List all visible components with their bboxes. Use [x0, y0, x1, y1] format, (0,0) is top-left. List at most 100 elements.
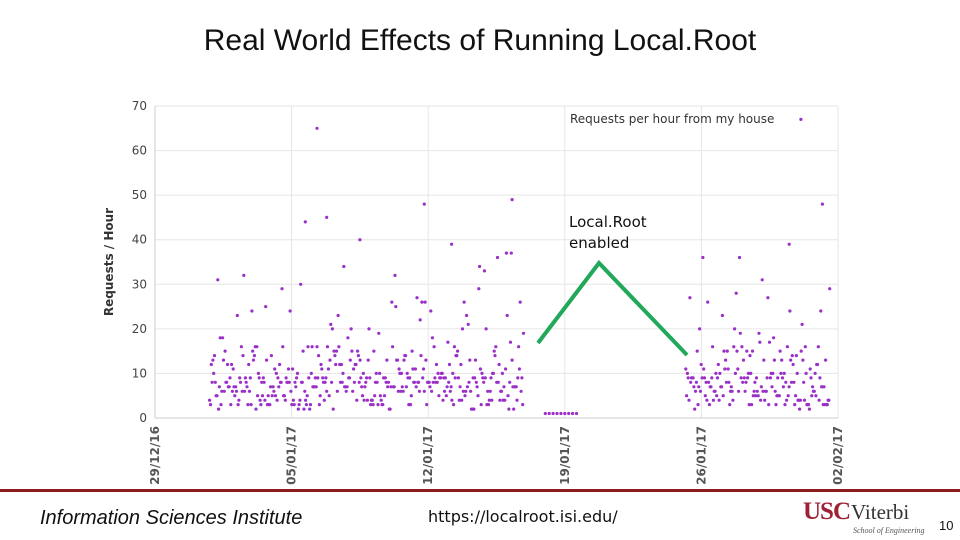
- data-point: [563, 411, 567, 416]
- data-point: [469, 389, 473, 393]
- data-point: [427, 380, 431, 384]
- data-point: [702, 376, 707, 380]
- data-point: [382, 394, 387, 398]
- x-tick-label: 19/01/17: [558, 426, 572, 485]
- data-point: [328, 358, 332, 362]
- data-point: [415, 296, 419, 300]
- data-point: [265, 358, 269, 362]
- data-point: [747, 403, 751, 407]
- data-point: [239, 345, 243, 349]
- data-point: [521, 331, 526, 335]
- data-point: [543, 411, 547, 416]
- data-point: [506, 394, 510, 398]
- data-point: [355, 398, 359, 402]
- data-point: [221, 336, 225, 340]
- data-point: [504, 367, 508, 371]
- data-point: [334, 362, 338, 367]
- data-point: [687, 398, 691, 402]
- data-point: [309, 371, 313, 375]
- data-point: [722, 349, 726, 353]
- data-point: [256, 394, 260, 398]
- data-point: [228, 376, 232, 380]
- data-point: [272, 389, 276, 393]
- data-point: [778, 349, 782, 353]
- data-point: [781, 385, 786, 389]
- data-point: [783, 403, 787, 407]
- data-point: [798, 407, 802, 411]
- data-point: [396, 389, 400, 393]
- data-point: [324, 376, 328, 380]
- data-point: [467, 380, 471, 384]
- data-point: [371, 403, 375, 407]
- data-point: [728, 403, 732, 407]
- data-point: [251, 358, 256, 362]
- data-point: [443, 376, 447, 380]
- data-point: [813, 371, 817, 375]
- data-point: [208, 398, 212, 402]
- data-point: [325, 389, 329, 393]
- data-point: [706, 300, 710, 304]
- data-point: [259, 403, 263, 407]
- data-point: [743, 389, 747, 393]
- data-point: [418, 318, 422, 322]
- data-point: [820, 202, 825, 206]
- data-point: [701, 255, 705, 260]
- data-point: [696, 403, 700, 407]
- logo-subtitle: School of Engineering: [853, 526, 925, 535]
- data-point: [789, 380, 794, 384]
- y-tick-label: 40: [132, 233, 147, 247]
- data-point: [787, 242, 791, 246]
- data-point: [230, 362, 234, 367]
- data-point: [807, 403, 811, 407]
- data-point: [411, 367, 415, 371]
- data-point: [482, 380, 486, 384]
- data-point: [247, 389, 252, 393]
- y-tick-label: 50: [132, 188, 147, 202]
- data-point: [510, 198, 514, 202]
- data-point: [472, 407, 476, 411]
- data-point: [466, 322, 470, 326]
- data-point: [455, 354, 459, 358]
- data-point: [247, 362, 251, 367]
- data-point: [567, 411, 571, 416]
- data-point: [460, 327, 465, 331]
- data-point: [760, 278, 764, 282]
- data-point: [220, 389, 224, 393]
- y-tick-label: 30: [132, 277, 147, 291]
- data-point: [802, 380, 806, 384]
- data-point: [433, 376, 437, 380]
- data-point: [759, 385, 764, 389]
- data-point: [693, 389, 698, 393]
- data-point: [514, 385, 518, 389]
- data-point: [705, 398, 709, 402]
- data-point: [317, 403, 321, 407]
- data-point: [326, 367, 330, 371]
- data-point: [408, 376, 412, 380]
- data-point: [734, 291, 738, 295]
- data-point: [217, 385, 221, 389]
- data-point: [551, 411, 555, 416]
- data-point: [777, 394, 781, 398]
- data-point: [237, 398, 241, 402]
- data-point: [750, 403, 754, 407]
- data-point: [784, 380, 788, 384]
- data-point: [699, 362, 703, 367]
- data-point: [486, 389, 490, 393]
- data-point: [290, 403, 294, 407]
- data-point: [289, 389, 293, 393]
- data-point: [368, 376, 372, 380]
- data-point: [209, 362, 213, 367]
- data-point: [772, 336, 776, 340]
- data-point: [255, 345, 259, 349]
- data-point: [729, 385, 733, 389]
- data-point: [767, 403, 771, 407]
- data-point: [313, 376, 317, 380]
- data-point: [410, 349, 414, 353]
- data-point: [684, 367, 688, 371]
- x-tick-label: 02/02/17: [831, 426, 845, 485]
- data-point: [238, 380, 243, 384]
- data-point: [807, 407, 812, 411]
- data-point: [739, 376, 743, 380]
- data-point: [279, 380, 283, 384]
- data-point: [393, 273, 397, 277]
